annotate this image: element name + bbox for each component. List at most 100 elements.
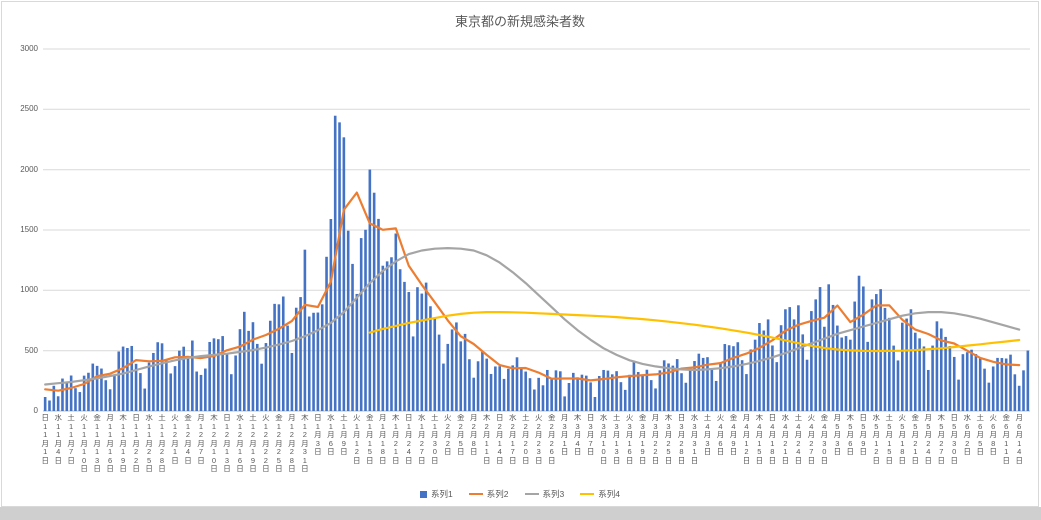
series-line-系列4 — [368, 311, 1021, 353]
bar-系列1 — [273, 303, 276, 411]
bar-系列1 — [307, 316, 311, 411]
bar-系列1 — [346, 230, 350, 411]
bar-系列1 — [563, 396, 566, 411]
bar-系列1 — [230, 374, 233, 411]
bar-系列1 — [706, 357, 709, 411]
bar-系列1 — [507, 368, 510, 411]
bar-系列1 — [156, 342, 160, 411]
bar-系列1 — [338, 122, 341, 412]
bar-系列1 — [714, 380, 718, 411]
bar-系列1 — [104, 380, 108, 411]
bar-系列1 — [69, 375, 73, 411]
bar-系列1 — [199, 374, 203, 411]
legend-item-系列4[interactable]: 系列4 — [580, 488, 620, 500]
bar-系列1 — [693, 361, 696, 411]
bar-系列1 — [424, 282, 428, 411]
bar-系列1 — [602, 369, 605, 411]
bar-系列1 — [805, 359, 809, 411]
bar-系列1 — [100, 368, 103, 411]
bar-系列1 — [857, 275, 861, 411]
legend-item-系列2[interactable]: 系列2 — [468, 488, 509, 500]
bar-系列1 — [970, 349, 973, 411]
bar-系列1 — [320, 304, 324, 411]
bar-系列1 — [779, 325, 783, 411]
bar-系列1 — [636, 372, 640, 411]
legend-line-marker — [580, 492, 595, 496]
bar-系列1 — [43, 397, 47, 411]
bar-系列1 — [610, 374, 614, 411]
bar-系列1 — [931, 345, 934, 411]
bar-系列1 — [913, 332, 917, 411]
y-tick-label: 1000 — [20, 285, 38, 295]
bar-系列1 — [290, 352, 294, 411]
bar-系列1 — [896, 360, 900, 411]
bar-系列1 — [1026, 350, 1030, 411]
bar-系列1 — [74, 388, 77, 411]
bar-系列1 — [862, 286, 865, 411]
y-tick-label: 500 — [24, 345, 38, 355]
bar-系列1 — [437, 334, 441, 411]
bar-系列1 — [221, 336, 224, 411]
bar-系列1 — [554, 370, 558, 411]
bar-系列1 — [589, 382, 592, 411]
bar-系列1 — [775, 362, 779, 411]
bar-系列1 — [78, 392, 82, 411]
bar-系列1 — [186, 356, 190, 411]
bar-系列1 — [446, 343, 450, 411]
bar-系列1 — [520, 368, 523, 411]
bar-系列1 — [528, 378, 532, 411]
bar-系列1 — [355, 293, 359, 411]
chart[interactable]: 東京都の新規感染者数 系列1 系列2 系列3 系列4 0 500 1000 1500 2000… — [1, 1, 1039, 507]
chart-title: 東京都の新規感染者数 — [454, 14, 585, 29]
bar-系列1 — [48, 400, 51, 411]
bar-系列1 — [983, 368, 986, 411]
bar-系列1 — [559, 371, 562, 411]
bar-系列1 — [277, 304, 281, 411]
bar-系列1 — [840, 337, 843, 411]
bar-系列1 — [134, 363, 138, 411]
bar-系列1 — [468, 359, 471, 411]
bar-系列1 — [91, 363, 95, 411]
bar-系列1 — [1009, 354, 1012, 411]
bar-系列1 — [836, 325, 839, 411]
legend-item-系列1[interactable]: 系列1 — [420, 488, 453, 500]
bar-系列1 — [818, 287, 822, 411]
bar-系列1 — [251, 322, 255, 411]
bar-系列1 — [481, 351, 484, 411]
bar-系列1 — [745, 374, 748, 411]
legend-item-系列3[interactable]: 系列3 — [524, 488, 564, 500]
bar-系列1 — [771, 345, 774, 411]
bar-系列1 — [697, 353, 701, 411]
bar-系列1 — [926, 369, 930, 411]
